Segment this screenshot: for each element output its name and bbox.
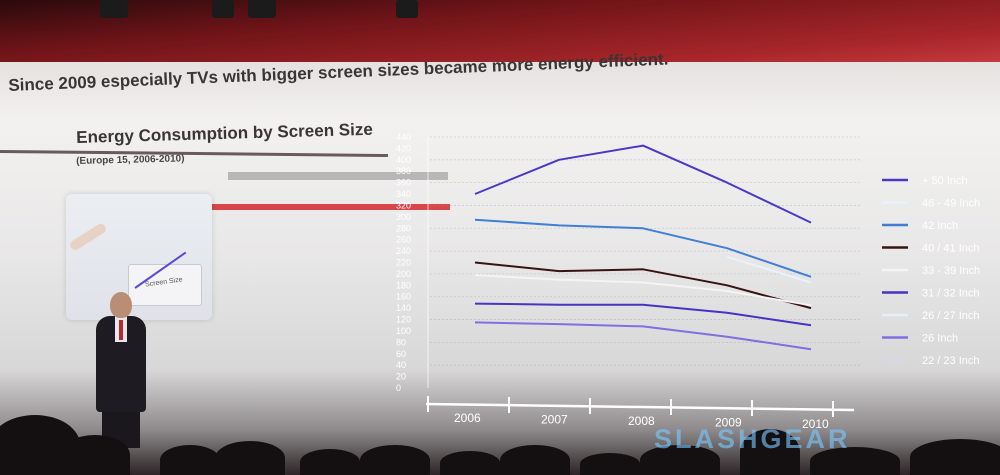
y-tick-label: 200 <box>396 269 411 279</box>
stage-light <box>248 0 276 18</box>
series-line <box>474 218 812 278</box>
y-tick-label: 0 <box>396 383 401 393</box>
y-tick-labels: 0204060801001201401601802002202402602803… <box>396 132 411 393</box>
series-line <box>474 274 812 307</box>
series-line <box>474 302 812 327</box>
legend-label: + 50 Inch <box>922 175 968 187</box>
y-tick-label: 420 <box>396 143 411 153</box>
gray-band <box>228 172 448 180</box>
legend-label: 33 - 39 Inch <box>922 265 980 277</box>
x-tick-label: 2008 <box>628 414 655 428</box>
legend-label: 31 / 32 Inch <box>922 288 980 300</box>
y-tick-label: 100 <box>396 326 411 336</box>
x-tick-label: 2010 <box>802 417 829 431</box>
series-line <box>474 144 812 224</box>
series-line <box>474 261 812 310</box>
x-tick-label: 2009 <box>715 416 742 430</box>
x-axis: 2006 2007 2008 2009 2010 <box>425 396 855 431</box>
y-tick-label: 80 <box>396 337 406 347</box>
y-tick-label: 140 <box>396 303 411 313</box>
y-tick-label: 180 <box>396 280 411 290</box>
tv-screen-icon: Screen Size <box>128 251 202 306</box>
series-line <box>726 255 812 284</box>
x-tick-label: 2006 <box>454 411 481 425</box>
y-tick-label: 440 <box>396 132 411 142</box>
y-tick-label: 240 <box>396 246 411 256</box>
y-tick-label: 220 <box>396 258 411 268</box>
y-tick-label: 360 <box>396 178 411 188</box>
y-tick-label: 20 <box>396 372 406 382</box>
y-tick-label: 120 <box>396 315 411 325</box>
ceiling-red-band <box>0 0 1000 62</box>
y-tick-label: 280 <box>396 223 411 233</box>
red-accent-bar <box>212 204 450 210</box>
chart-legend: + 50 Inch 46 - 49 Inch 42 Inch 40 / 41 Inch… <box>882 175 980 367</box>
y-tick-label: 260 <box>396 235 411 245</box>
screen-size-illustration: Screen Size <box>66 194 212 320</box>
legend-label: 40 / 41 Inch <box>922 243 980 255</box>
y-tick-label: 400 <box>396 155 411 165</box>
y-tick-label: 160 <box>396 292 411 302</box>
stage-light <box>212 0 234 18</box>
legend-label: 42 Inch <box>922 220 958 232</box>
stage-light <box>100 0 128 18</box>
series-line <box>474 321 812 351</box>
watermark-logo: SLASHGEAR <box>654 424 851 454</box>
y-tick-label: 340 <box>396 189 411 199</box>
chart-gridlines <box>427 136 860 388</box>
x-tick-label: 2007 <box>541 413 568 427</box>
series-lines <box>474 144 812 351</box>
legend-label: 22 / 23 Inch <box>922 355 980 367</box>
legend-label: 26 Inch <box>922 333 958 345</box>
y-tick-label: 300 <box>396 212 411 222</box>
legend-label: 46 - 49 Inch <box>922 198 980 210</box>
legend-label: 26 / 27 Inch <box>922 310 980 322</box>
y-tick-label: 380 <box>396 166 411 176</box>
audience-silhouettes <box>0 405 1000 475</box>
y-tick-label: 320 <box>396 200 411 210</box>
x-axis-line <box>425 402 855 412</box>
y-tick-label: 40 <box>396 360 406 370</box>
y-tick-label: 60 <box>396 349 406 359</box>
stage-light <box>396 0 418 18</box>
